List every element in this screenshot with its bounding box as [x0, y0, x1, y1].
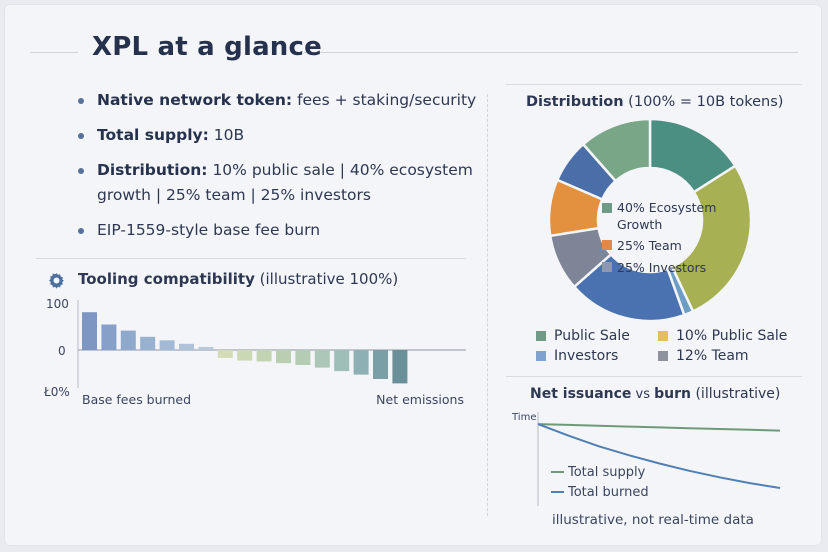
center-label: 25% Investors [617, 260, 706, 275]
bullet-item: EIP-1559-style base fee burn [78, 218, 478, 243]
bar [256, 350, 272, 362]
page-title: XPL at a glance [92, 32, 322, 62]
bullet-text: fees + staking/security [292, 91, 477, 109]
tooling-title-bold: Tooling compatibility [78, 270, 255, 288]
bar [373, 350, 388, 379]
series-line [537, 423, 781, 489]
center-swatch [602, 203, 612, 213]
gear-icon [49, 273, 64, 289]
bullet-bold: Total supply: [97, 126, 209, 144]
section-divider-right-lower [506, 376, 802, 377]
bullet-text: 10B [208, 126, 245, 144]
net-title-bold-1: Net issuance [530, 386, 632, 402]
bar [276, 350, 291, 364]
bar [179, 343, 194, 350]
bar [101, 324, 117, 350]
donut-slice [670, 164, 753, 314]
title-rule-left [30, 52, 78, 53]
footnote: illustrative, not real-time data [552, 512, 754, 528]
bar [217, 350, 233, 358]
legend-label: Total supply [567, 465, 646, 480]
center-swatch [602, 240, 612, 250]
bar [392, 350, 408, 384]
distribution-title: Distribution (100% = 10B tokens) [526, 94, 783, 110]
legend-label: 12% Team [676, 348, 749, 364]
net-issuance-line-chart: Time Total supply Total burned [511, 412, 781, 506]
net-title-rest: (illustrative) [691, 386, 781, 402]
legend-label: 10% Public Sale [676, 328, 788, 344]
bullet-item: Total supply: 10B [78, 123, 478, 148]
series-line [537, 423, 781, 432]
legend-item: Investors [536, 348, 618, 364]
legend-swatch [536, 351, 546, 361]
bar [198, 346, 214, 350]
section-divider [36, 258, 466, 259]
bullet-bold: Native network token: [97, 91, 293, 109]
distribution-title-bold: Distribution [526, 94, 624, 110]
center-label: 25% Team [617, 238, 682, 253]
legend-label: Investors [554, 348, 619, 364]
bullet-item: Native network token: fees + staking/sec… [78, 88, 478, 113]
tooling-bar-chart: 100 0 Ł0% Base fees burned Net emissions [43, 297, 466, 407]
bar [140, 336, 156, 350]
legend-item: 12% Team [658, 348, 749, 364]
legend-label: Public Sale [554, 328, 630, 344]
bullet-text: EIP-1559-style base fee burn [97, 221, 321, 239]
bullet-bold: Distribution: [97, 161, 208, 179]
y-axis-label: Time [511, 412, 536, 423]
tooling-title-rest: (illustrative 100%) [254, 270, 399, 288]
x-label-right: Net emissions [376, 392, 464, 407]
bar [120, 330, 136, 350]
donut-slice [581, 117, 652, 183]
title-rule-right [304, 52, 798, 53]
bar [334, 350, 350, 372]
y-tick-label: 100 [46, 297, 69, 311]
y-tick-label: 0 [58, 344, 66, 358]
section-divider-right [506, 84, 802, 85]
bullet-item: Distribution: 10% public sale | 40% ecos… [78, 158, 478, 208]
bar [82, 312, 97, 350]
net-issuance-title: Net issuance vs burn (illustrative) [530, 386, 780, 402]
bar [314, 350, 330, 368]
legend-swatch [536, 331, 546, 341]
x-label-left: Base fees burned [82, 392, 191, 407]
center-label: Growth [617, 217, 662, 232]
bar [353, 350, 369, 375]
legend-item: 10% Public Sale [658, 328, 787, 344]
bullet-text: 10% public sale | 40% ecosystem growth |… [97, 161, 473, 204]
tooling-title: Tooling compatibility (illustrative 100%… [78, 270, 398, 288]
bullet-list: Native network token: fees + staking/sec… [78, 88, 478, 253]
center-label: 40% Ecosystem [617, 200, 716, 215]
legend-swatch [658, 351, 668, 361]
net-title-bold-2: burn [654, 386, 692, 402]
center-swatch [602, 262, 612, 272]
distribution-donut-chart: 40% Ecosystem Growth 25% Team 25% Invest… [547, 117, 753, 323]
bar [237, 350, 253, 361]
net-title-mid: vs [631, 387, 655, 402]
y-tick-label: Ł0% [43, 385, 70, 399]
legend-item: Public Sale [536, 328, 630, 344]
legend-swatch [658, 331, 668, 341]
legend-label: Total burned [567, 485, 649, 500]
bar [159, 340, 175, 350]
distribution-title-rest: (100% = 10B tokens) [623, 94, 784, 110]
column-divider [487, 94, 488, 516]
bar [295, 350, 311, 365]
